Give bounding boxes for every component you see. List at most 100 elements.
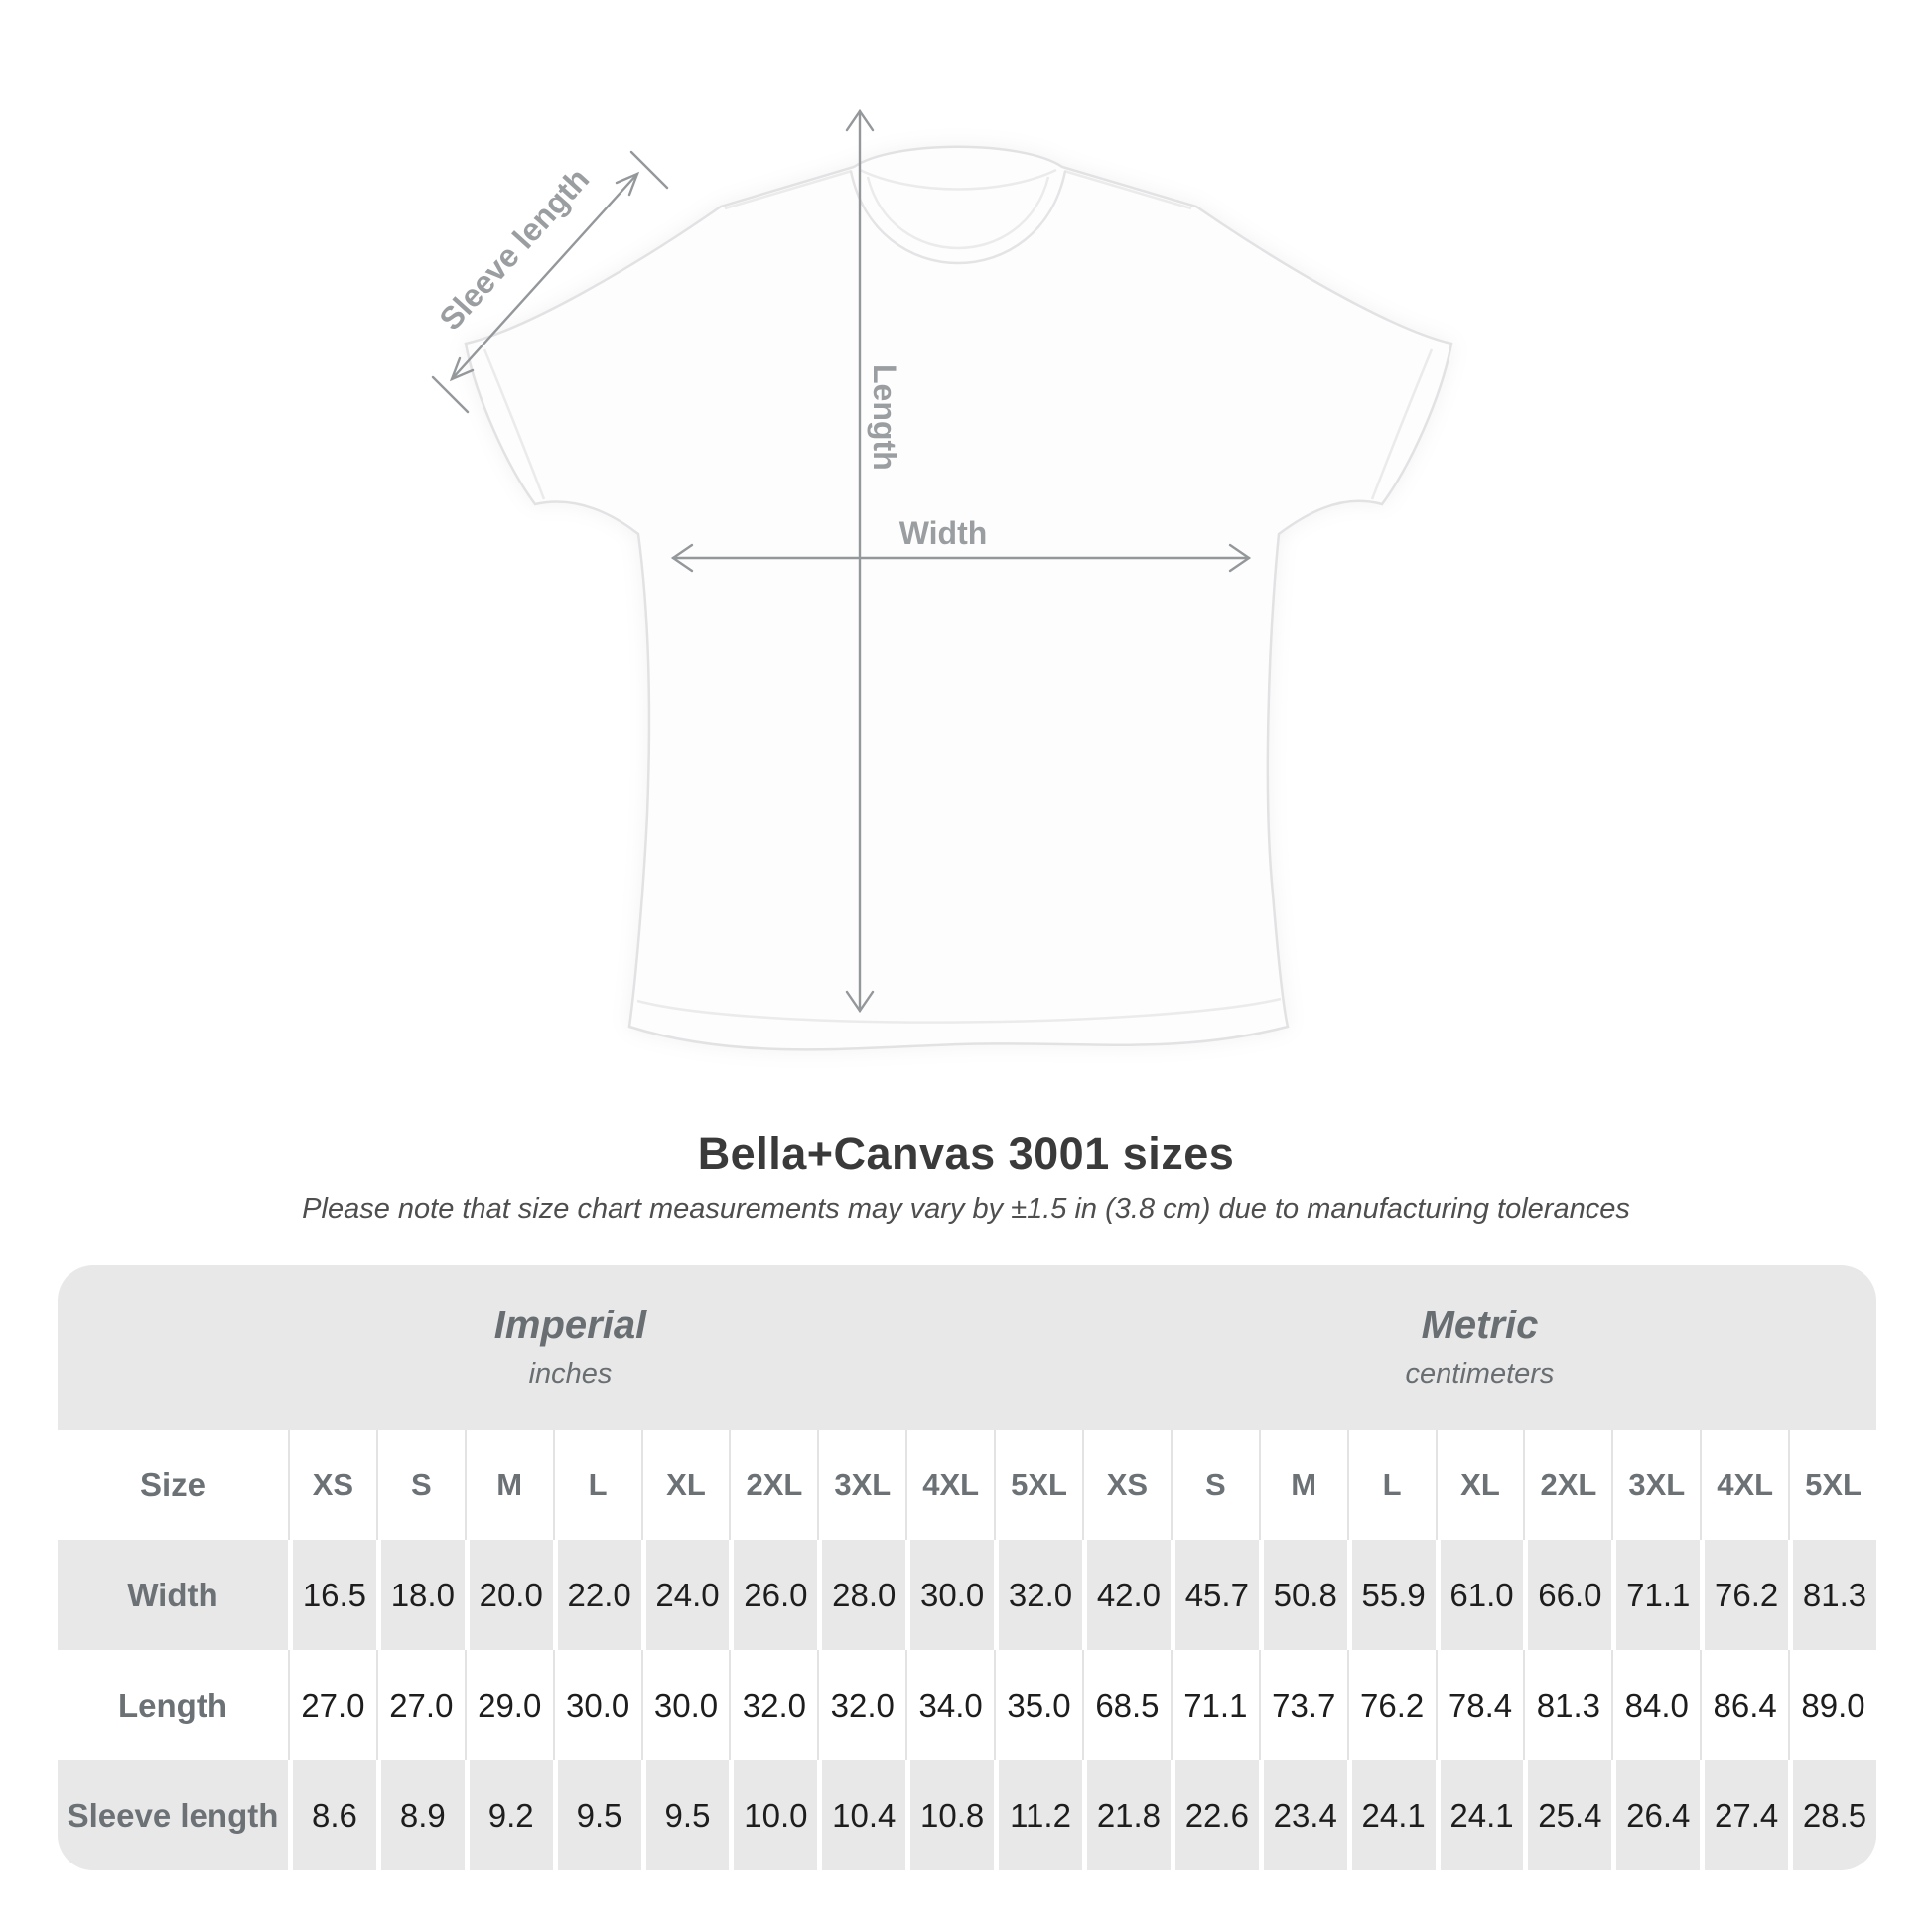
value-cell-imperial: 9.2 xyxy=(464,1760,553,1870)
value-cell-imperial: 32.0 xyxy=(994,1540,1082,1650)
value-cell-metric: 24.1 xyxy=(1435,1760,1524,1870)
imperial-header: Imperial inches xyxy=(58,1265,1083,1430)
value-cell-imperial-text: 8.9 xyxy=(399,1796,446,1834)
value-cell-imperial: 8.9 xyxy=(375,1760,465,1870)
value-cell-imperial-text: 35.0 xyxy=(1007,1686,1071,1724)
value-cell-imperial: 9.5 xyxy=(552,1760,641,1870)
value-cell-metric-text: 68.5 xyxy=(1095,1686,1160,1724)
value-cell-metric: 50.8 xyxy=(1258,1540,1347,1650)
value-cell-metric-text: 42.0 xyxy=(1096,1576,1162,1613)
value-cell-imperial-text: 26.0 xyxy=(744,1576,808,1613)
metric-header: Metric centimeters xyxy=(1083,1265,1876,1430)
tshirt-hem-seam xyxy=(636,997,1282,1024)
size-col-header-metric: 2XL xyxy=(1523,1430,1612,1540)
size-col-header-imperial: L xyxy=(552,1430,641,1540)
value-cell-metric-text: 24.1 xyxy=(1361,1796,1426,1834)
tolerance-note: Please note that size chart measurements… xyxy=(302,1193,1630,1225)
size-col-header-metric-text: S xyxy=(1204,1466,1226,1502)
tshirt-shoulder-seam-right xyxy=(1063,169,1192,210)
size-col-header-imperial-text: 5XL xyxy=(1011,1466,1067,1502)
value-cell-metric-text: 45.7 xyxy=(1184,1576,1249,1613)
size-col-header-imperial: XS xyxy=(288,1430,376,1540)
size-col-header-metric-text: XL xyxy=(1460,1466,1500,1502)
value-cell-imperial: 29.0 xyxy=(464,1650,553,1760)
value-cell-imperial: 32.0 xyxy=(729,1650,818,1760)
value-cell-metric-text: 84.0 xyxy=(1624,1686,1689,1724)
tshirt-cuff-seam-right xyxy=(1370,348,1434,500)
value-cell-metric: 76.2 xyxy=(1346,1650,1436,1760)
value-cell-imperial: 16.5 xyxy=(288,1540,376,1650)
value-cell-imperial-text: 9.2 xyxy=(487,1796,534,1834)
value-cell-metric: 25.4 xyxy=(1523,1760,1612,1870)
value-cell-imperial: 10.4 xyxy=(817,1760,906,1870)
value-cell-imperial: 24.0 xyxy=(640,1540,730,1650)
value-cell-imperial-text: 27.0 xyxy=(301,1686,365,1724)
value-cell-metric: 28.5 xyxy=(1788,1760,1876,1870)
value-cell-metric-text: 71.1 xyxy=(1626,1576,1691,1613)
value-cell-imperial-text: 29.0 xyxy=(478,1686,542,1724)
metric-title: Metric xyxy=(1421,1304,1539,1347)
size-col-header-imperial-text: 2XL xyxy=(746,1466,803,1502)
size-col-header-metric-text: M xyxy=(1291,1466,1317,1502)
value-cell-metric-text: 22.6 xyxy=(1184,1796,1249,1834)
value-cell-imperial-text: 22.0 xyxy=(567,1576,631,1613)
value-cell-metric-text: 71.1 xyxy=(1183,1686,1248,1724)
size-col-header-metric-text: 4XL xyxy=(1717,1466,1774,1502)
value-cell-metric-text: 28.5 xyxy=(1802,1796,1867,1834)
value-cell-imperial: 27.0 xyxy=(288,1650,376,1760)
value-cell-metric: 89.0 xyxy=(1788,1650,1876,1760)
value-cell-imperial: 30.0 xyxy=(552,1650,641,1760)
value-cell-metric: 26.4 xyxy=(1611,1760,1701,1870)
row-label-cell: Sleeve length xyxy=(58,1760,288,1870)
value-cell-metric: 73.7 xyxy=(1258,1650,1347,1760)
value-cell-imperial: 8.6 xyxy=(288,1760,376,1870)
size-col-header-imperial-text: S xyxy=(410,1466,432,1502)
row-label-cell-text: Length xyxy=(118,1686,227,1724)
value-cell-metric-text: 81.3 xyxy=(1802,1576,1867,1613)
value-cell-imperial: 20.0 xyxy=(464,1540,553,1650)
size-col-header-metric: 3XL xyxy=(1611,1430,1701,1540)
value-cell-metric-text: 73.7 xyxy=(1272,1686,1336,1724)
value-cell-imperial: 28.0 xyxy=(817,1540,906,1650)
size-col-header-metric: XL xyxy=(1435,1430,1524,1540)
value-cell-imperial: 11.2 xyxy=(994,1760,1082,1870)
value-cell-metric: 86.4 xyxy=(1700,1650,1789,1760)
value-cell-metric-text: 76.2 xyxy=(1715,1576,1779,1613)
value-cell-metric: 24.1 xyxy=(1346,1760,1436,1870)
metric-subtitle: centimeters xyxy=(1405,1358,1555,1390)
width-label: Width xyxy=(899,515,988,551)
size-col-header-metric-text: 5XL xyxy=(1805,1466,1862,1502)
size-col-header-metric: 5XL xyxy=(1788,1430,1876,1540)
value-cell-metric: 55.9 xyxy=(1346,1540,1436,1650)
tshirt-body-shape xyxy=(464,145,1453,1051)
value-cell-metric: 66.0 xyxy=(1523,1540,1612,1650)
size-col-header-imperial-text: 3XL xyxy=(834,1466,892,1502)
value-cell-imperial: 10.8 xyxy=(905,1760,995,1870)
size-col-header-imperial: XL xyxy=(640,1430,730,1540)
imperial-subtitle: inches xyxy=(528,1358,613,1390)
size-col-header-imperial-text: XL xyxy=(666,1466,706,1502)
value-cell-imperial: 35.0 xyxy=(994,1650,1082,1760)
value-cell-imperial-text: 34.0 xyxy=(918,1686,983,1724)
value-cell-imperial-text: 8.6 xyxy=(312,1796,357,1834)
value-cell-imperial-text: 16.5 xyxy=(302,1576,367,1613)
size-col-header-metric: S xyxy=(1170,1430,1259,1540)
value-cell-imperial: 27.0 xyxy=(375,1650,465,1760)
value-cell-imperial: 26.0 xyxy=(729,1540,818,1650)
unit-header-band: Imperial inches Metric centimeters xyxy=(58,1265,1876,1430)
value-cell-metric-text: 25.4 xyxy=(1538,1796,1602,1834)
value-cell-metric: 27.4 xyxy=(1700,1760,1789,1870)
size-col-header-metric-text: 2XL xyxy=(1540,1466,1597,1502)
value-cell-metric: 68.5 xyxy=(1081,1650,1171,1760)
value-cell-imperial: 32.0 xyxy=(817,1650,906,1760)
row-label-cell-text: Sleeve length xyxy=(67,1796,279,1834)
value-cell-metric-text: 76.2 xyxy=(1359,1686,1425,1724)
value-cell-metric-text: 26.4 xyxy=(1626,1796,1691,1834)
value-cell-imperial-text: 10.4 xyxy=(832,1796,897,1834)
value-cell-imperial: 10.0 xyxy=(729,1760,818,1870)
value-cell-metric-text: 24.1 xyxy=(1449,1796,1514,1834)
row-label-cell: Length xyxy=(58,1650,288,1760)
size-col-header-imperial: M xyxy=(464,1430,553,1540)
value-cell-metric: 81.3 xyxy=(1788,1540,1876,1650)
